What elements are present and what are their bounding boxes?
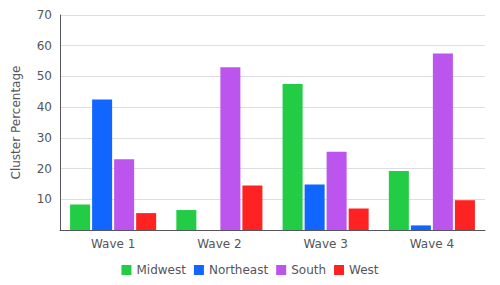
svg-text:Cluster Percentage: Cluster Percentage [9,66,23,180]
svg-text:20: 20 [37,162,52,176]
svg-text:70: 70 [37,8,52,22]
svg-text:40: 40 [37,100,52,114]
svg-text:30: 30 [37,131,52,145]
svg-text:Northeast: Northeast [209,263,269,277]
svg-text:West: West [349,263,379,277]
svg-text:Midwest: Midwest [136,263,186,277]
svg-text:10: 10 [37,192,52,206]
svg-text:Wave 2: Wave 2 [197,237,241,251]
svg-text:Wave 4: Wave 4 [410,237,454,251]
svg-text:South: South [291,263,326,277]
svg-text:Wave 3: Wave 3 [303,237,347,251]
svg-text:50: 50 [37,69,52,83]
svg-text:60: 60 [37,39,52,53]
svg-text:Wave 1: Wave 1 [91,237,135,251]
